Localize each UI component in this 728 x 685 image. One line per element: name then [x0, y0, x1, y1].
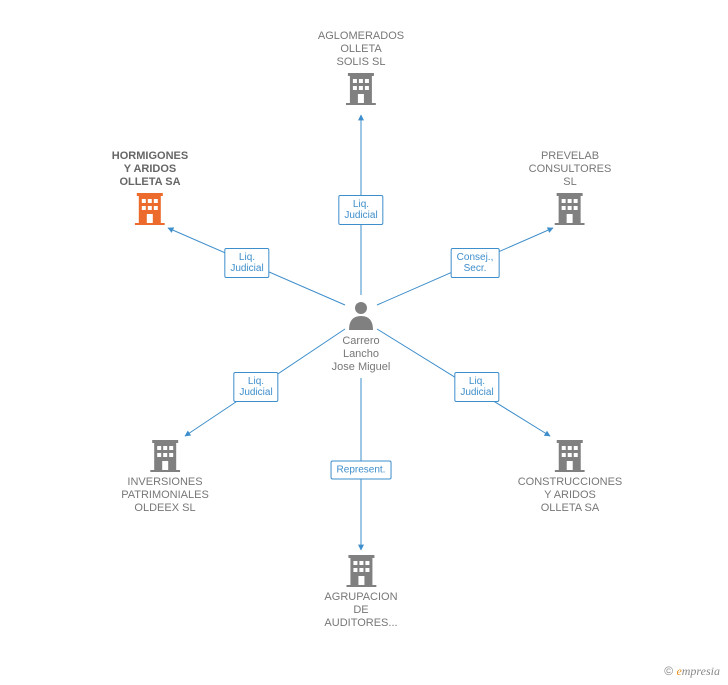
edge-label: Liq. Judicial — [224, 248, 269, 278]
company-node-construcciones: CONSTRUCCIONES Y ARIDOS OLLETA SA — [518, 440, 623, 515]
center-person-node — [348, 300, 374, 330]
building-icon — [529, 193, 612, 225]
company-node-hormigones: HORMIGONES Y ARIDOS OLLETA SA — [112, 150, 188, 225]
copyright-symbol: © — [664, 664, 673, 678]
edge-label: Liq. Judicial — [233, 372, 278, 402]
edge-label: Consej., Secr. — [451, 248, 500, 278]
edge-label: Liq. Judicial — [454, 372, 499, 402]
building-icon — [324, 555, 397, 587]
building-icon — [112, 193, 188, 225]
company-node-aglomerados: AGLOMERADOS OLLETA SOLIS SL — [318, 30, 404, 105]
building-icon — [518, 440, 623, 472]
footer-credit: © empresia — [664, 664, 720, 679]
company-label: HORMIGONES Y ARIDOS OLLETA SA — [112, 150, 188, 189]
company-label: AGLOMERADOS OLLETA SOLIS SL — [318, 30, 404, 69]
person-icon — [348, 300, 374, 330]
building-icon — [121, 440, 209, 472]
brand-rest: mpresia — [682, 664, 720, 678]
building-icon — [318, 73, 404, 105]
edge-label: Liq. Judicial — [338, 195, 383, 225]
company-node-prevelab: PREVELAB CONSULTORES SL — [529, 150, 612, 225]
company-label: AGRUPACION DE AUDITORES... — [324, 591, 397, 630]
company-label: PREVELAB CONSULTORES SL — [529, 150, 612, 189]
edge-label: Represent. — [331, 461, 392, 480]
company-node-inversiones: INVERSIONES PATRIMONIALES OLDEEX SL — [121, 440, 209, 515]
company-label: CONSTRUCCIONES Y ARIDOS OLLETA SA — [518, 476, 623, 515]
company-node-agrupacion: AGRUPACION DE AUDITORES... — [324, 555, 397, 630]
diagram-canvas: Carrero Lancho Jose Miguel AGLOMERADOS O… — [0, 0, 728, 685]
center-person-label: Carrero Lancho Jose Miguel — [332, 335, 391, 374]
company-label: INVERSIONES PATRIMONIALES OLDEEX SL — [121, 476, 209, 515]
